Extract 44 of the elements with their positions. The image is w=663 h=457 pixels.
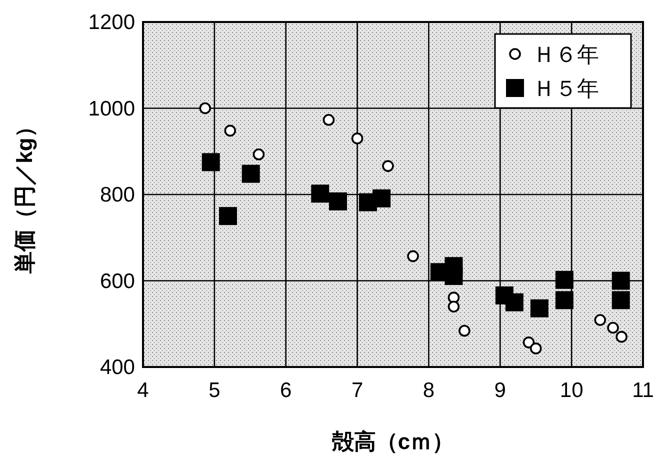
point bbox=[202, 153, 220, 172]
x-tick-label: 7 bbox=[351, 379, 364, 402]
x-tick-label: 6 bbox=[280, 379, 292, 402]
point bbox=[458, 324, 470, 337]
point bbox=[607, 322, 619, 334]
x-tick-label: 5 bbox=[208, 379, 220, 402]
point bbox=[322, 114, 335, 126]
point bbox=[351, 132, 364, 144]
point bbox=[219, 207, 237, 226]
x-tick-label: 9 bbox=[494, 379, 506, 402]
y-tick-label: 400 bbox=[100, 356, 135, 379]
point bbox=[372, 189, 391, 208]
point bbox=[224, 124, 236, 137]
x-tick-label: 11 bbox=[632, 379, 654, 402]
point bbox=[199, 102, 212, 114]
point bbox=[311, 184, 330, 203]
legend-label: Ｈ６年 bbox=[533, 42, 599, 67]
point bbox=[505, 293, 524, 312]
point bbox=[555, 291, 574, 310]
y-tick-label: 1200 bbox=[88, 11, 135, 34]
point bbox=[594, 314, 606, 326]
y-tick-label: 1000 bbox=[88, 97, 135, 120]
x-axis-title: 殻高（cｍ） bbox=[330, 429, 454, 454]
x-tick-label: 8 bbox=[422, 379, 435, 402]
y-tick-label: 800 bbox=[100, 184, 135, 206]
point bbox=[555, 270, 574, 289]
point bbox=[612, 272, 630, 290]
y-axis-title: 単価（円／kg） bbox=[12, 116, 37, 274]
point bbox=[407, 250, 419, 262]
point bbox=[448, 292, 460, 304]
point bbox=[448, 300, 460, 313]
point bbox=[252, 148, 265, 160]
x-tick-label: 4 bbox=[137, 379, 150, 402]
point bbox=[522, 336, 535, 348]
point bbox=[616, 330, 628, 343]
point bbox=[530, 342, 542, 354]
point bbox=[329, 192, 347, 210]
point bbox=[530, 299, 548, 318]
point bbox=[242, 164, 260, 183]
legend-label: Ｈ５年 bbox=[533, 76, 599, 101]
point bbox=[382, 160, 394, 172]
x-tick-label: 10 bbox=[560, 379, 584, 402]
point bbox=[612, 291, 630, 310]
y-tick-label: 600 bbox=[100, 270, 135, 293]
